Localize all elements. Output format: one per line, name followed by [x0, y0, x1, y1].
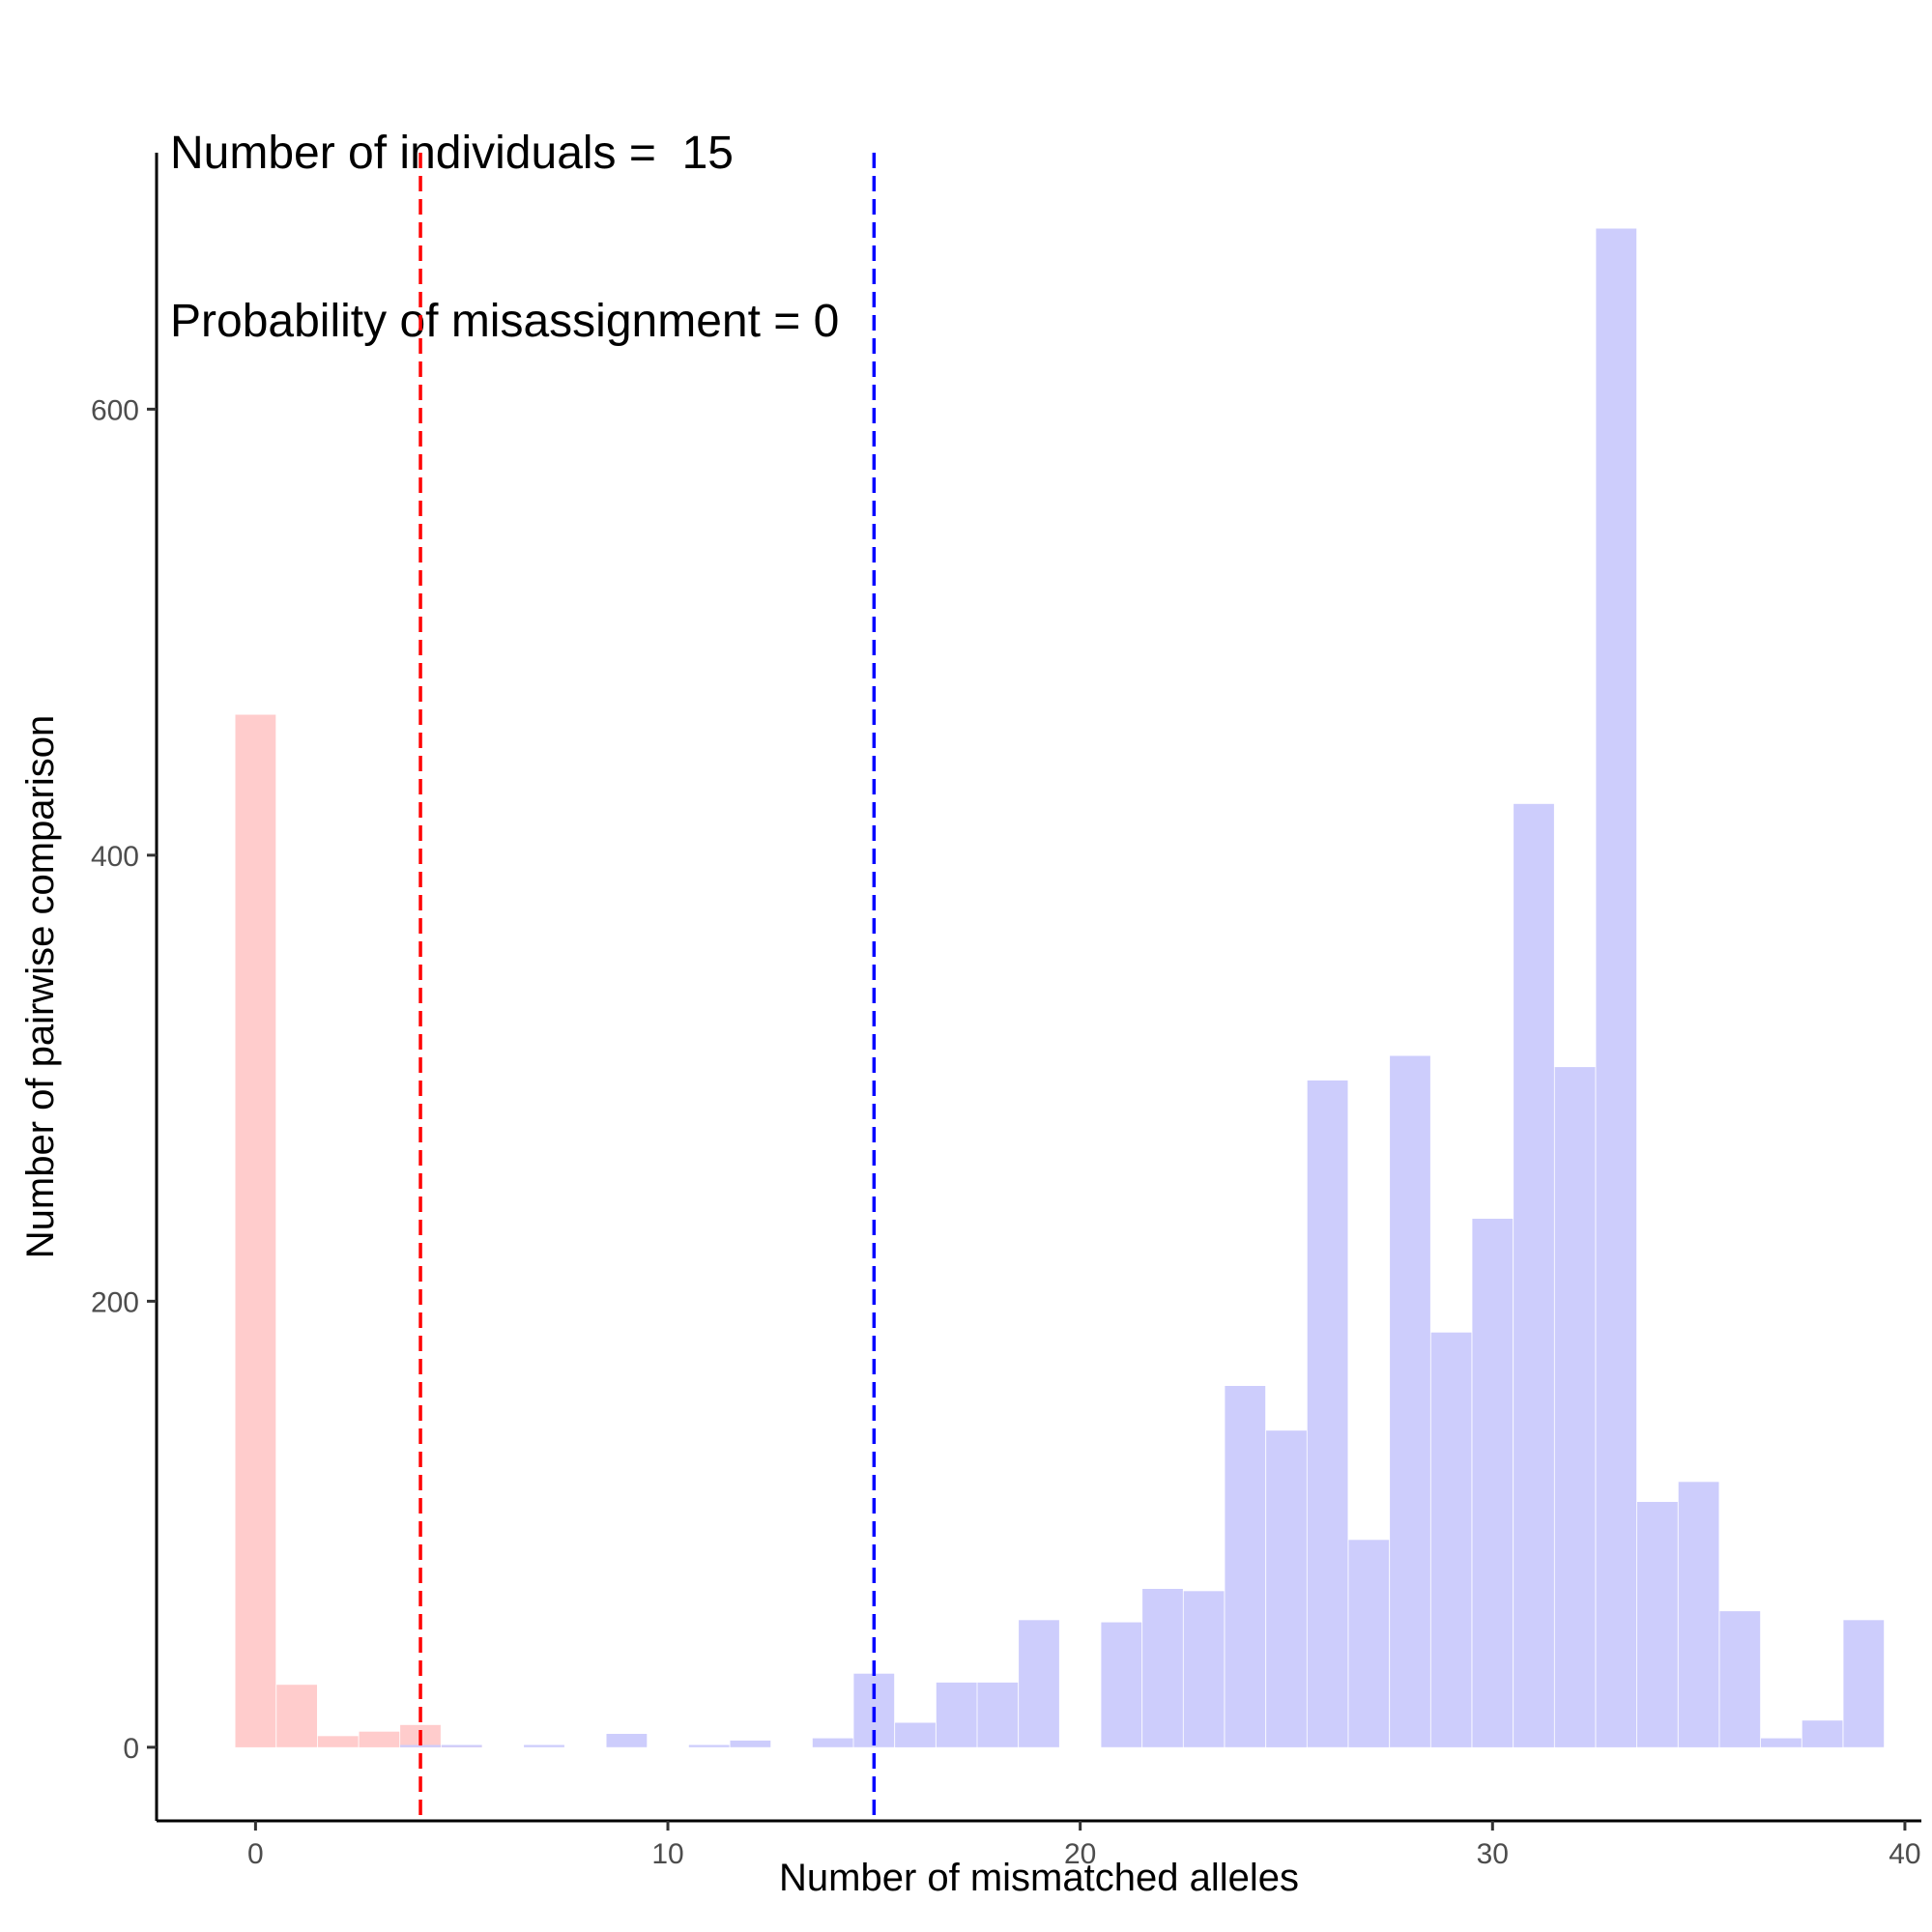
- histogram-bar: [359, 1731, 400, 1747]
- histogram-bar: [1183, 1591, 1225, 1747]
- histogram-bar: [1307, 1080, 1348, 1747]
- histogram-bar: [1019, 1620, 1059, 1747]
- bars-layer: [235, 228, 1885, 1747]
- histogram-bar: [1101, 1622, 1142, 1747]
- histogram-bar: [1472, 1219, 1514, 1747]
- histogram-bar: [1142, 1589, 1183, 1747]
- histogram-bar: [1514, 803, 1554, 1747]
- histogram-bar: [1266, 1430, 1307, 1747]
- histogram-bar: [1390, 1055, 1430, 1747]
- y-tick-label: 400: [91, 841, 139, 873]
- histogram-bar: [977, 1682, 1019, 1747]
- histogram-bar: [812, 1738, 853, 1747]
- y-axis-title: Number of pairwise comparison: [19, 715, 62, 1258]
- histogram-bar: [1843, 1620, 1885, 1747]
- histogram-bar: [1761, 1738, 1802, 1747]
- histogram-bar: [1554, 1067, 1596, 1747]
- x-axis-ticks: 0 10 20 30 40: [247, 1821, 1921, 1870]
- histogram-bar: [317, 1736, 359, 1747]
- histogram-bar: [1678, 1482, 1719, 1747]
- histogram-bar: [606, 1734, 648, 1747]
- histogram-bar: [276, 1685, 317, 1747]
- histogram-bar: [936, 1682, 977, 1747]
- x-axis-title: Number of mismatched alleles: [779, 1857, 1299, 1899]
- chart-title: Number of individuals = 15 Probability o…: [170, 14, 839, 406]
- x-tick-label: 10: [651, 1838, 683, 1870]
- histogram-bar: [895, 1722, 936, 1747]
- histogram-bar: [1719, 1611, 1761, 1747]
- histogram-bar: [400, 1745, 441, 1747]
- histogram-bar: [235, 714, 276, 1747]
- histogram-bar: [524, 1745, 564, 1747]
- y-tick-label: 200: [91, 1286, 139, 1318]
- histogram-bar: [1225, 1386, 1266, 1747]
- histogram-bar: [1348, 1540, 1390, 1747]
- chart-title-line-1: Number of individuals = 15: [170, 128, 734, 179]
- histogram-bar: [1430, 1332, 1472, 1747]
- histogram-bar: [730, 1740, 771, 1747]
- chart-title-line-2: Probability of misassignment = 0: [170, 296, 840, 347]
- y-tick-label: 0: [123, 1733, 139, 1765]
- histogram-bar: [1596, 228, 1637, 1747]
- y-axis-ticks: 0 200 400 600: [91, 394, 157, 1765]
- x-tick-label: 40: [1889, 1838, 1920, 1870]
- x-tick-label: 20: [1064, 1838, 1096, 1870]
- x-tick-label: 30: [1477, 1838, 1509, 1870]
- reference-lines-layer: [418, 153, 877, 1821]
- histogram-bar: [1637, 1502, 1678, 1747]
- y-tick-label: 600: [91, 394, 139, 426]
- histogram-bar: [441, 1745, 482, 1747]
- histogram-bar: [1802, 1720, 1843, 1747]
- histogram-bar: [688, 1745, 730, 1747]
- x-tick-label: 0: [247, 1838, 264, 1870]
